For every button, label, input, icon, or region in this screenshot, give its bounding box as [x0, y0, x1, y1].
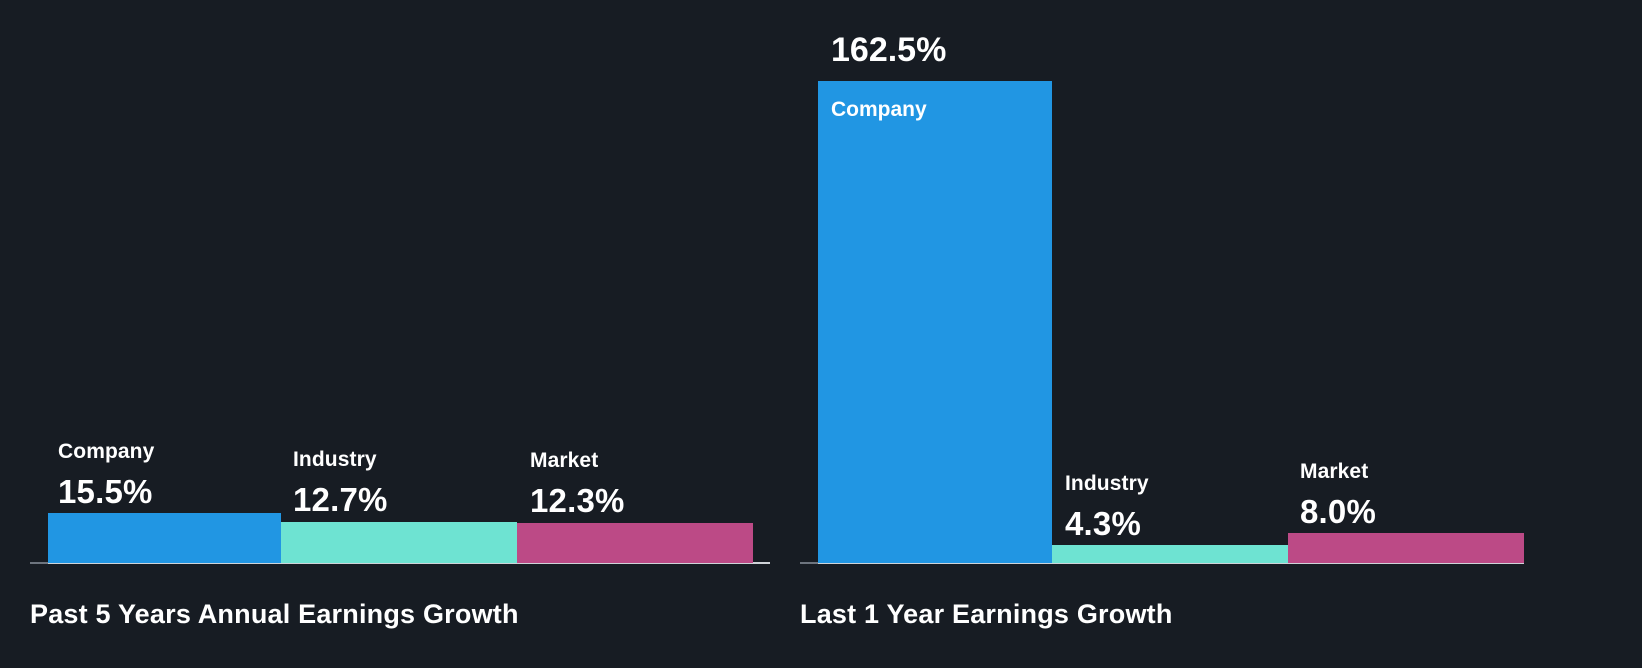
bar-series-name-company: Company: [58, 440, 155, 463]
bar-label-industry: Industry 4.3%: [1065, 473, 1149, 540]
bar-series-name-company: Company: [831, 98, 927, 121]
axis-stub-left: [800, 562, 818, 564]
chart-past-5-years: Company 15.5% Industry 12.7% Market 12.3…: [0, 0, 800, 668]
plot-area-last-1-year: 162.5% Company Industry 4.3% Market 8.0%…: [800, 0, 1642, 668]
baseline-axis: [818, 562, 1524, 564]
axis-stub-left: [30, 562, 48, 564]
bar-value-industry: 4.3%: [1065, 505, 1142, 542]
bar-label-market: Market 8.0%: [1300, 461, 1376, 528]
bar-series-name-market: Market: [530, 449, 599, 472]
bar-company[interactable]: [818, 81, 1052, 563]
bar-series-name-market: Market: [1300, 460, 1369, 483]
bar-company[interactable]: [48, 513, 281, 563]
baseline-axis: [48, 562, 770, 564]
plot-area-past-5-years: Company 15.5% Industry 12.7% Market 12.3…: [0, 0, 800, 668]
bar-value-market: 12.3%: [530, 482, 625, 519]
bar-value-company: 15.5%: [58, 473, 153, 510]
bar-industry[interactable]: [281, 522, 517, 563]
bar-value-market: 8.0%: [1300, 493, 1377, 530]
bar-market[interactable]: [517, 523, 753, 563]
bar-value-industry: 12.7%: [293, 481, 388, 518]
chart-last-1-year: 162.5% Company Industry 4.3% Market 8.0%…: [800, 0, 1642, 668]
chart-title-last-1-year: Last 1 Year Earnings Growth: [800, 599, 1173, 629]
chart-title-past-5-years: Past 5 Years Annual Earnings Growth: [30, 599, 519, 629]
bar-label-company: Company 15.5%: [58, 441, 154, 508]
bar-value-company: 162.5%: [831, 31, 947, 69]
bar-market[interactable]: [1288, 533, 1524, 563]
bar-series-name-industry: Industry: [1065, 472, 1149, 495]
bar-series-name-industry: Industry: [293, 448, 377, 471]
bar-label-industry: Industry 12.7%: [293, 449, 388, 516]
bar-industry[interactable]: [1052, 545, 1288, 563]
bar-label-market: Market 12.3%: [530, 450, 625, 517]
